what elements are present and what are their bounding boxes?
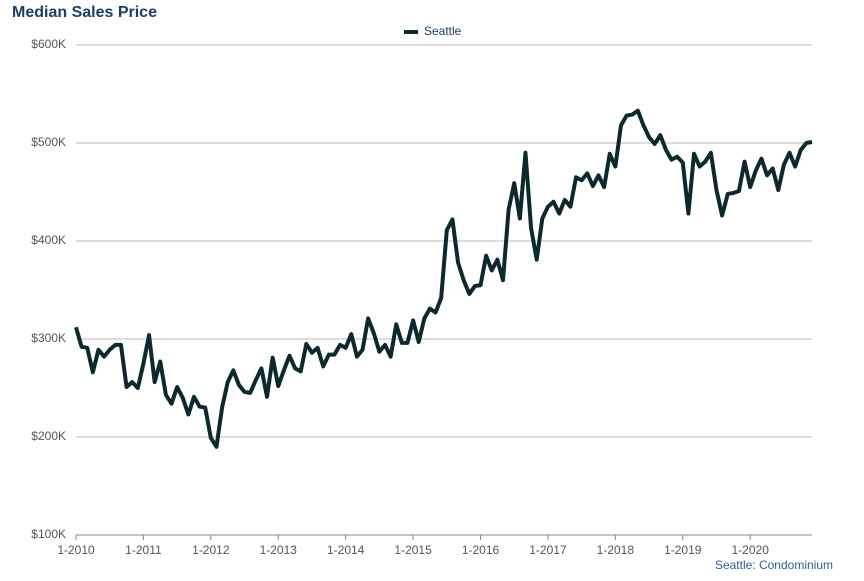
y-tick-label: $200K [31,429,66,443]
y-tick-label: $500K [31,135,66,149]
x-tick-label: 1-2011 [125,543,162,557]
x-tick-label: 1-2019 [664,543,702,557]
x-tick-label: 1-2017 [529,543,567,557]
legend-label: Seattle [424,24,462,38]
x-tick-label: 1-2018 [597,543,635,557]
x-tick-label: 1-2014 [327,543,365,557]
x-tick-label: 1-2016 [462,543,500,557]
series-line [74,108,813,449]
x-tick-label: 1-2015 [394,543,432,557]
y-tick-label: $300K [31,331,66,345]
footnote: Seattle: Condominium [715,558,833,572]
x-tick-label: 1-2012 [192,543,230,557]
x-tick-label: 1-2020 [732,543,770,557]
y-tick-label: $100K [31,527,66,541]
x-tick-label: 1-2013 [260,543,298,557]
y-tick-label: $600K [31,37,66,51]
chart-title: Median Sales Price [12,4,157,21]
x-tick-label: 1-2010 [57,543,95,557]
y-tick-label: $400K [31,233,66,247]
